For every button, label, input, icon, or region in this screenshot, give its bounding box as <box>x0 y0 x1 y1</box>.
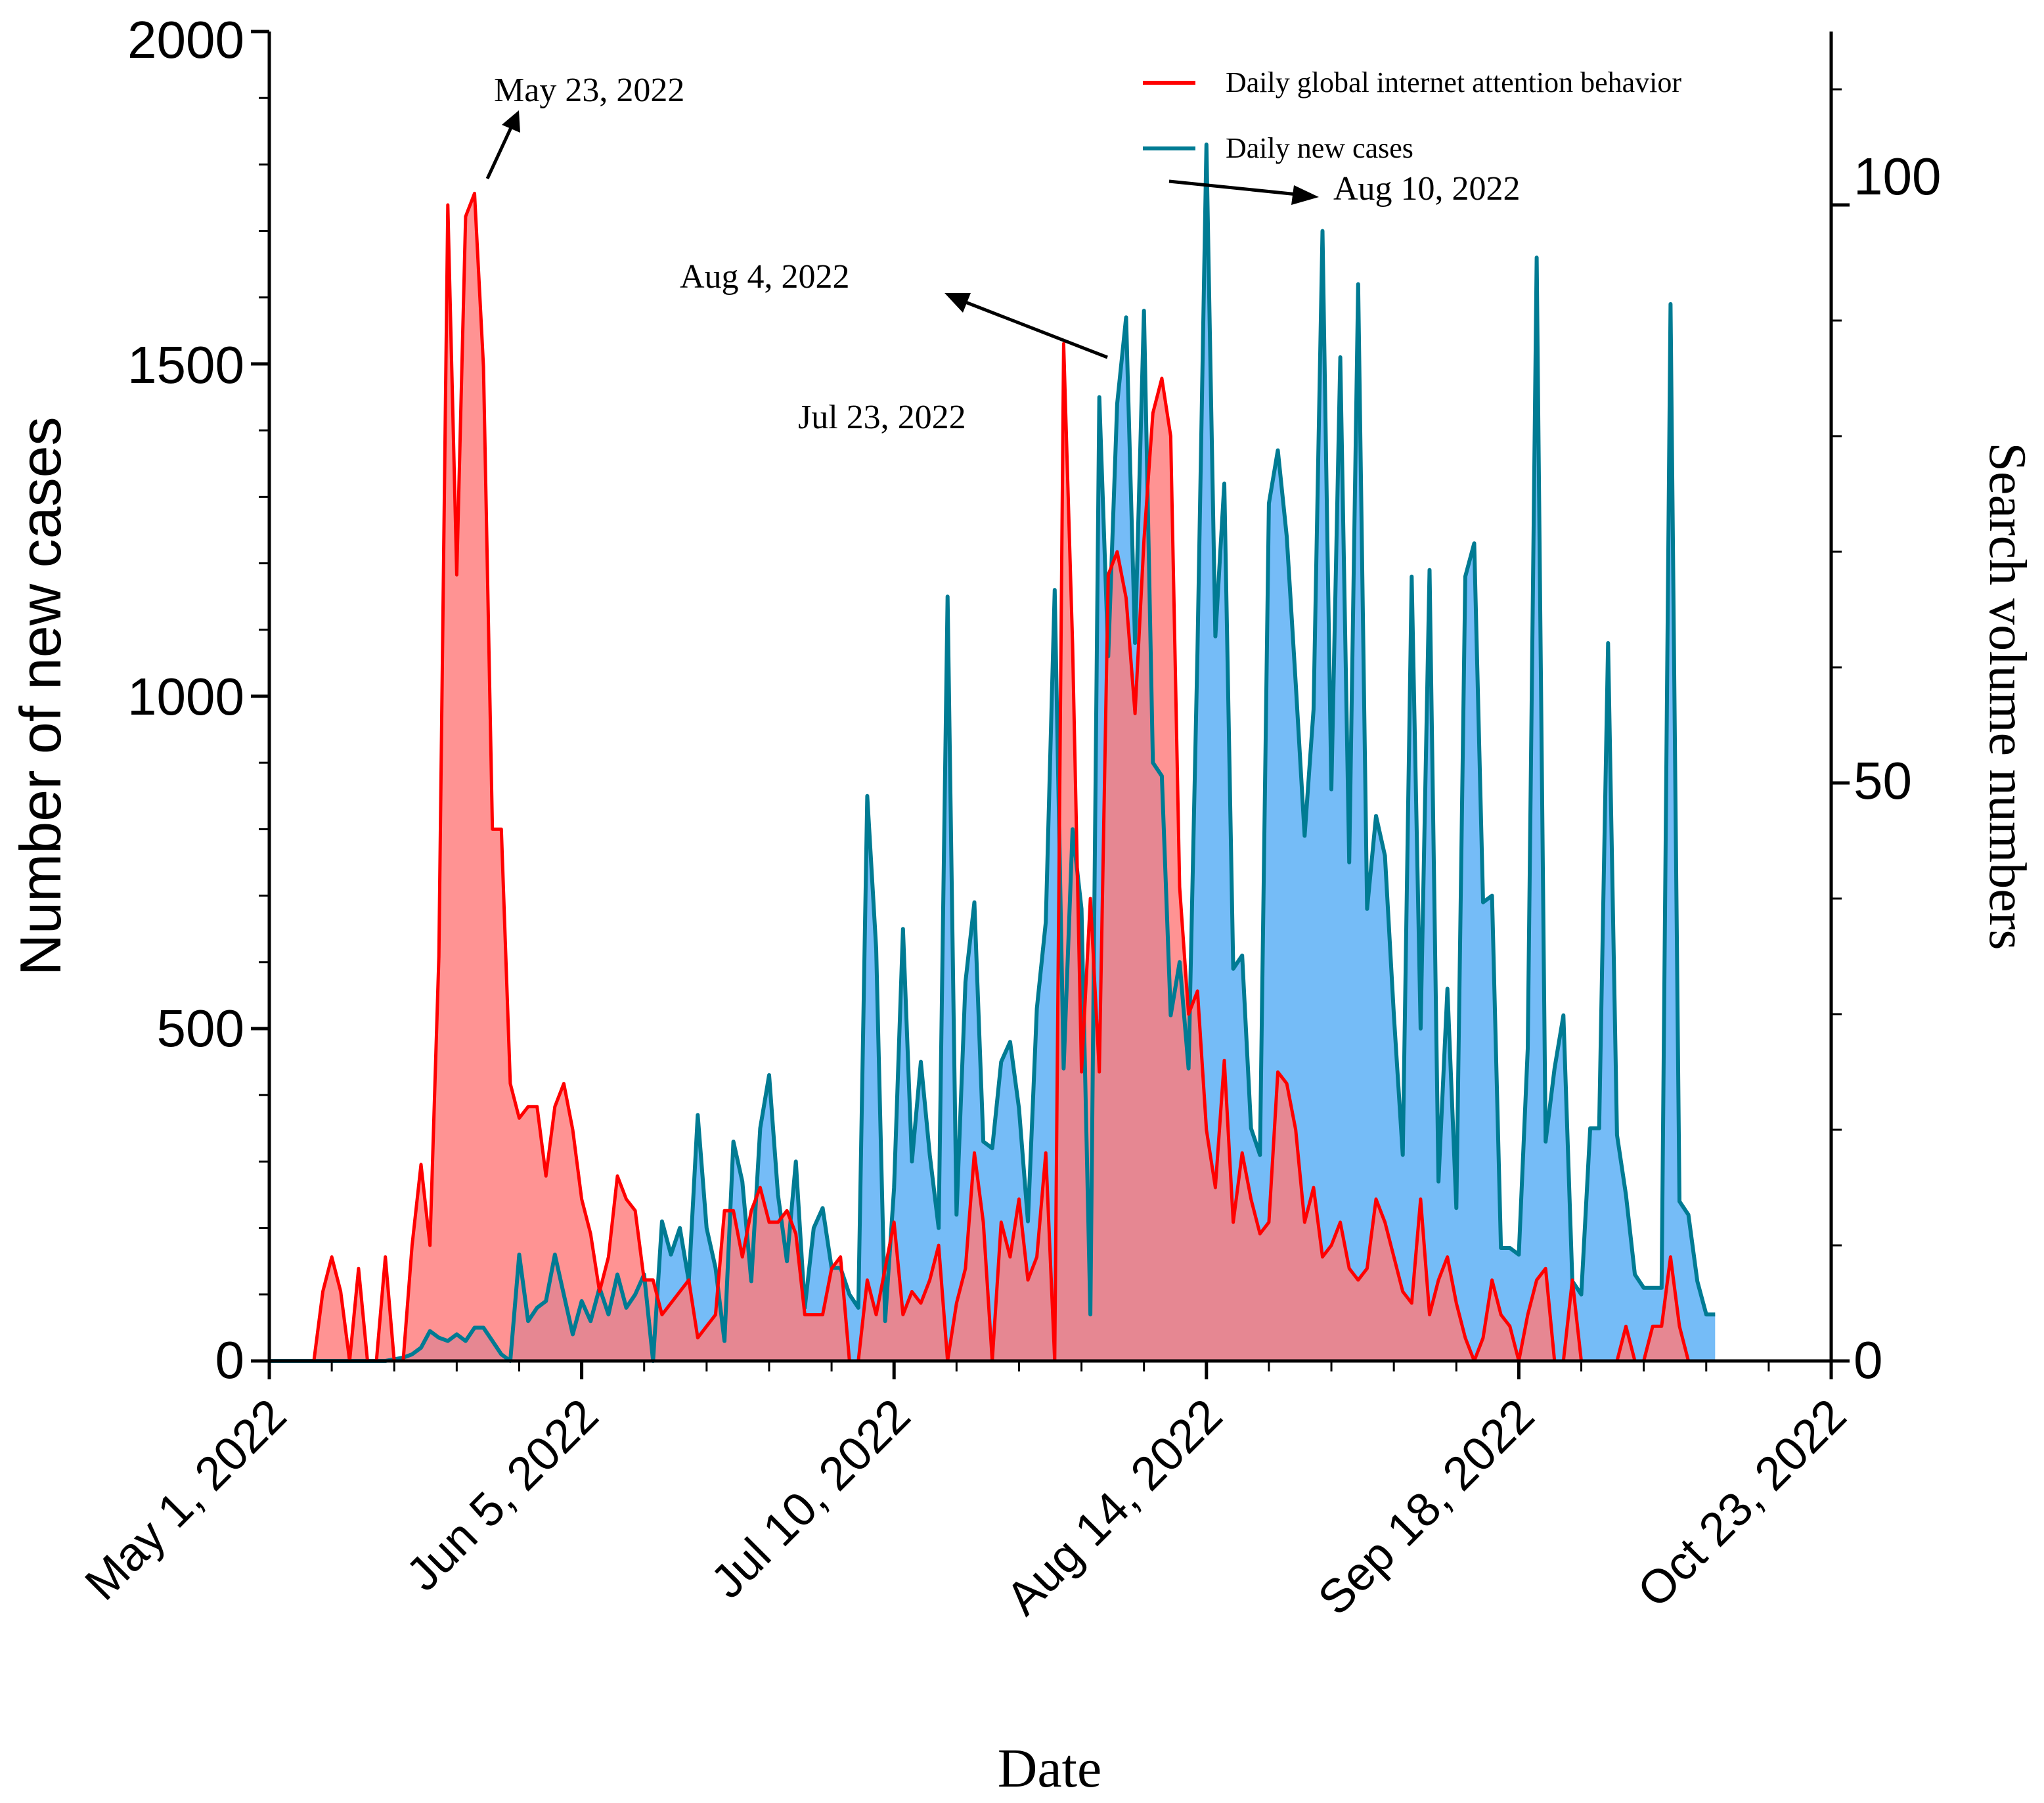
annotation-arrow-aug-10 <box>1168 179 1298 196</box>
x-axis-title: Date <box>998 1738 1102 1799</box>
series-layer <box>269 145 1716 1361</box>
x-tick-label: May 1, 2022 <box>76 1389 297 1611</box>
series-area-daily-new-cases <box>269 145 1716 1361</box>
annotation-label-aug-4: Aug 4, 2022 <box>680 258 850 296</box>
right-axis-tick-labels: 0 50 100 <box>1854 147 1941 1389</box>
annotations: May 23, 2022 Jul 23, 2022 Aug 4, 2022 Au… <box>485 72 1521 436</box>
legend: Daily global internet attention behavior… <box>1143 66 1681 164</box>
y-left-tick-label: 1500 <box>127 336 244 394</box>
y-right-tick-label: 0 <box>1854 1331 1883 1389</box>
y-left-tick-label: 1000 <box>127 667 244 726</box>
annotation-arrowhead-may-23 <box>502 110 520 133</box>
x-tick-label: Oct 23, 2022 <box>1628 1389 1856 1618</box>
annotation-arrow-aug-4 <box>965 300 1108 359</box>
annotation-label-may-23: May 23, 2022 <box>494 72 684 109</box>
y-axis-left-title: Number of new cases <box>8 416 73 975</box>
ticks <box>251 30 1850 1379</box>
y-left-tick-label: 2000 <box>127 11 244 69</box>
axes <box>251 30 1850 1379</box>
x-tick-label: Sep 18, 2022 <box>1308 1389 1544 1625</box>
legend-label-cases: Daily new cases <box>1226 132 1413 164</box>
legend-label-attention: Daily global internet attention behavior <box>1226 66 1681 99</box>
y-axis-right-title: Search volume numbers <box>1978 442 2036 950</box>
annotation-arrowhead-aug-4 <box>944 293 971 313</box>
plot-area <box>269 143 1716 1363</box>
y-right-tick-label: 100 <box>1854 147 1941 206</box>
y-right-tick-label: 50 <box>1854 751 1912 810</box>
x-tick-label: Jul 10, 2022 <box>701 1389 920 1609</box>
left-axis-tick-labels: 0 500 1000 1500 2000 <box>127 11 244 1389</box>
annotation-label-jul-23: Jul 23, 2022 <box>798 399 966 436</box>
series-line-daily-global-internet-attention <box>269 191 1698 1363</box>
x-axis-tick-labels: May 1, 2022 Jun 5, 2022 Jul 10, 2022 Aug… <box>76 1389 1857 1625</box>
x-tick-label: Aug 14, 2022 <box>996 1389 1232 1625</box>
annotation-label-aug-10: Aug 10, 2022 <box>1333 170 1521 208</box>
annotation-arrowhead-aug-10 <box>1291 185 1319 205</box>
y-left-tick-label: 0 <box>215 1331 245 1389</box>
x-tick-label: Jun 5, 2022 <box>397 1389 609 1601</box>
y-left-tick-label: 500 <box>157 999 244 1057</box>
annotation-arrow-may-23 <box>485 123 514 180</box>
